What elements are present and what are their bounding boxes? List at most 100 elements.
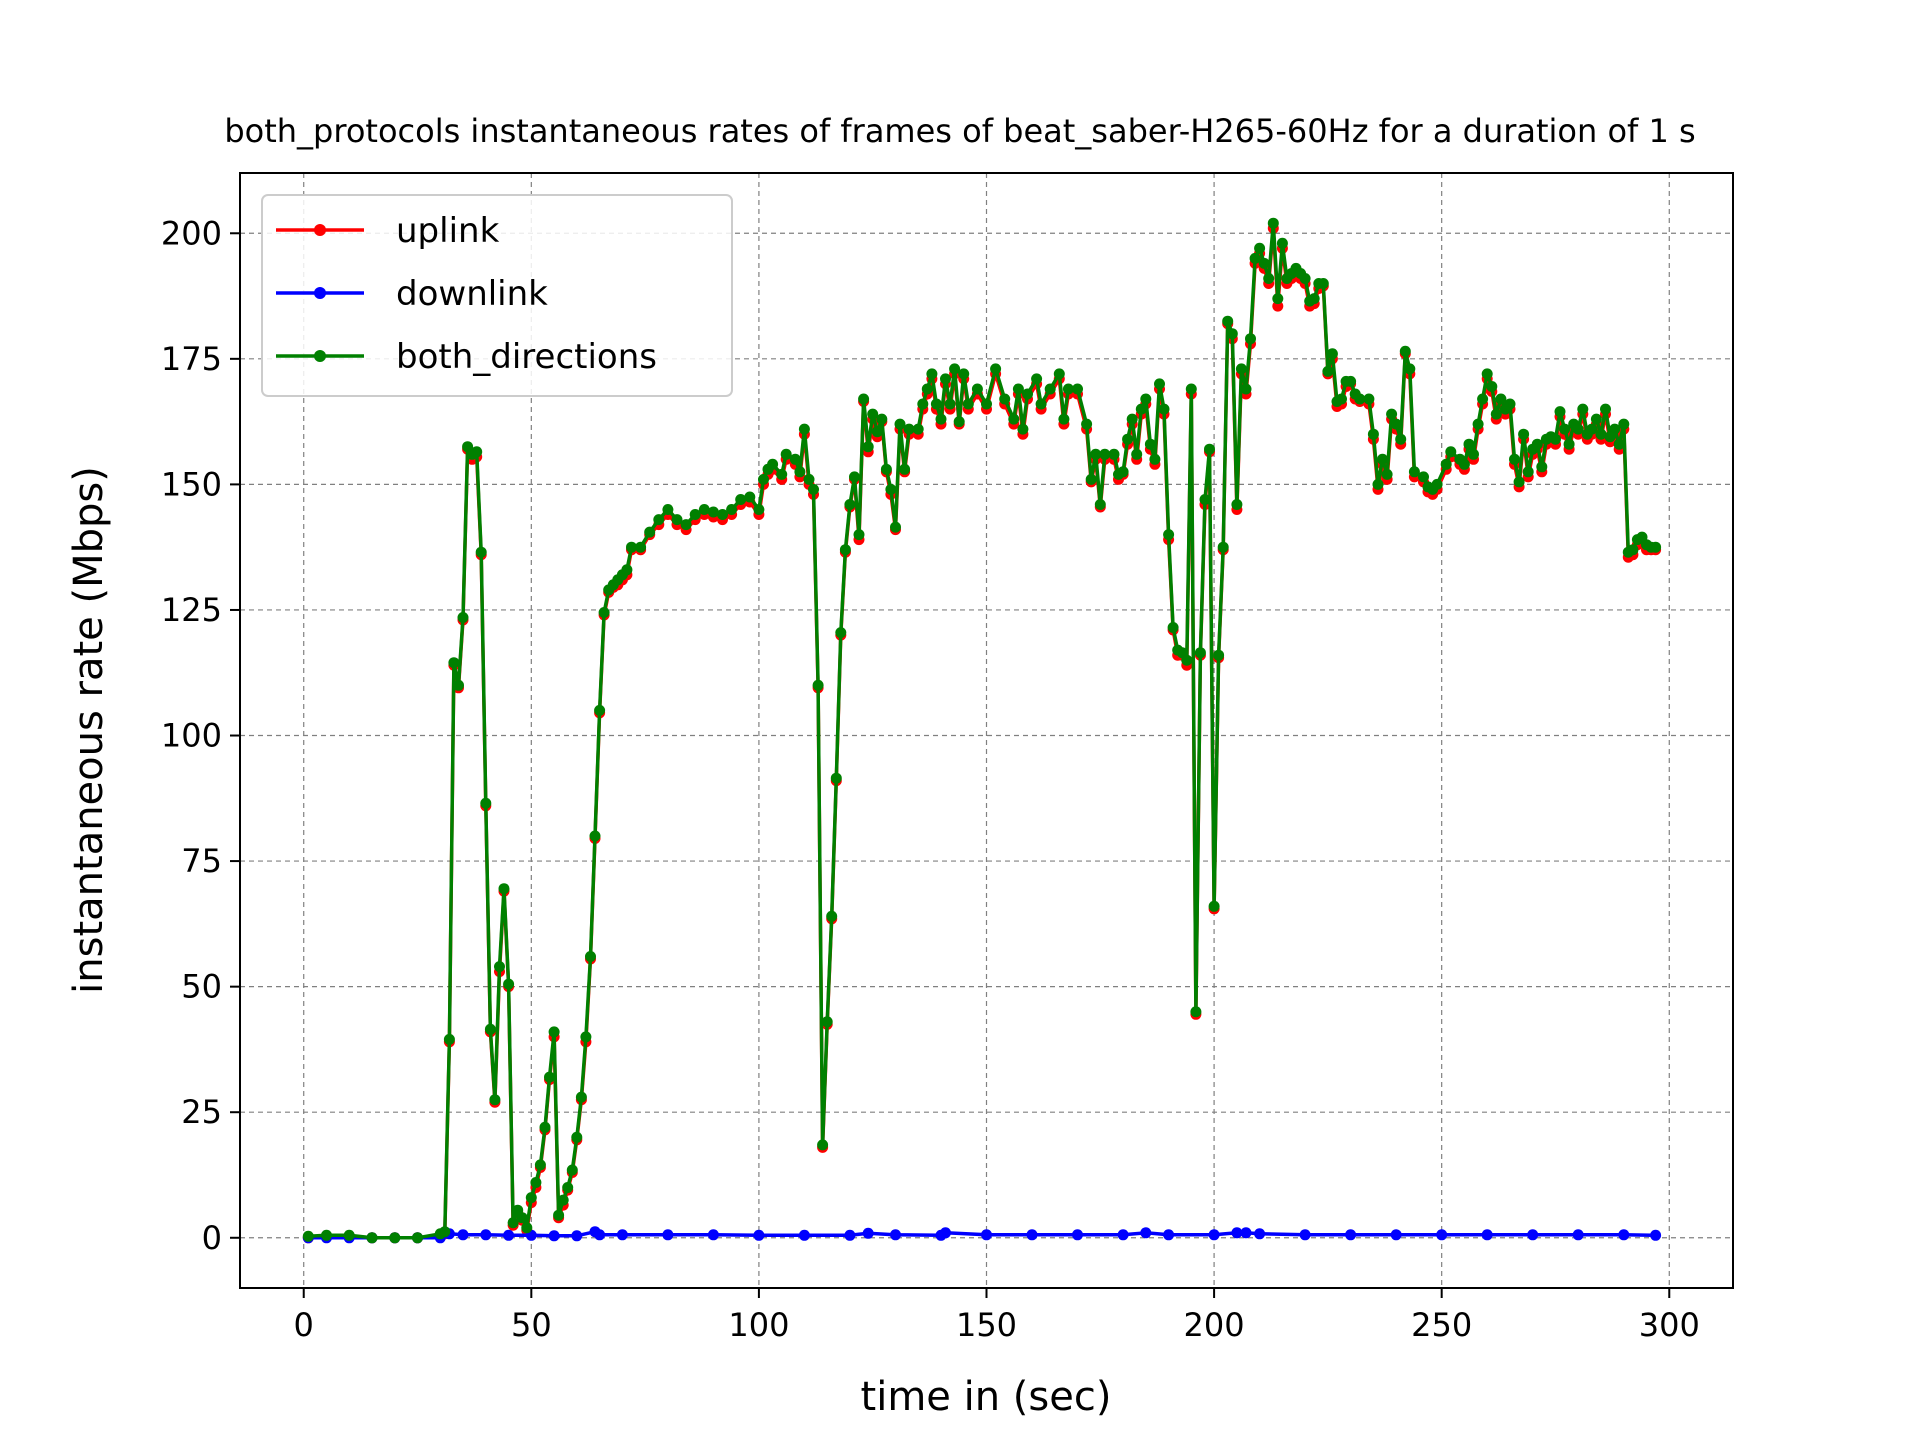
both_directions-point <box>1477 393 1489 405</box>
both_directions-point <box>1559 423 1571 435</box>
both_directions-point <box>525 1192 537 1204</box>
downlink-point <box>548 1230 560 1242</box>
x-tick-label: 0 <box>294 1306 314 1344</box>
both_directions-point <box>1044 383 1056 395</box>
both_directions-point <box>1190 1006 1202 1018</box>
y-tick-label: 150 <box>161 465 222 503</box>
both_directions-point <box>1008 413 1020 425</box>
both_directions-point <box>566 1164 578 1176</box>
both_directions-point <box>812 679 824 691</box>
downlink-point <box>1299 1229 1311 1241</box>
both_directions-point <box>1053 368 1065 380</box>
both_directions-point <box>1249 252 1261 264</box>
both_directions-point <box>930 398 942 410</box>
legend-item-uplink: uplink <box>276 211 500 251</box>
both_directions-point <box>443 1033 455 1045</box>
both_directions-point <box>839 544 851 556</box>
both_directions-point <box>1254 242 1266 254</box>
y-tick-label: 25 <box>181 1093 222 1131</box>
y-tick-label: 75 <box>181 842 222 880</box>
both_directions-point <box>735 494 747 505</box>
both_directions-point <box>1226 328 1238 340</box>
both_directions-point <box>707 506 719 518</box>
x-tick-label: 250 <box>1411 1306 1472 1344</box>
both_directions-point <box>758 473 769 485</box>
both_directions-point <box>1245 333 1256 345</box>
downlink-point <box>1072 1229 1083 1241</box>
both_directions-point <box>484 1023 496 1035</box>
series-downlink <box>302 1226 1662 1244</box>
both_directions-point <box>958 368 970 380</box>
downlink-point <box>940 1227 951 1239</box>
both_directions-point <box>1395 433 1407 445</box>
both_directions-point <box>544 1071 555 1083</box>
both_directions-point <box>849 471 860 483</box>
y-tick-label: 125 <box>161 591 222 629</box>
both_directions-point <box>1317 278 1329 289</box>
both_directions-point <box>1012 383 1024 395</box>
both_directions-point <box>494 961 505 973</box>
both_directions-point <box>1126 413 1138 425</box>
both_directions-point <box>448 657 460 669</box>
legend-items: uplink downlink both_directions <box>276 211 657 377</box>
downlink-point <box>1140 1227 1152 1239</box>
both_directions-point <box>1140 393 1152 405</box>
both_directions-point <box>867 408 879 420</box>
both_directions-point <box>1181 654 1193 666</box>
both_directions-point <box>858 393 870 405</box>
both_directions-point <box>1613 438 1625 450</box>
both_directions-point <box>1408 466 1420 478</box>
both_directions-point <box>621 564 633 576</box>
both_directions-point <box>1372 478 1384 490</box>
both_directions-point <box>1058 413 1070 425</box>
both_directions-point <box>921 383 933 395</box>
x-tick-label: 50 <box>511 1306 552 1344</box>
both_directions-point <box>1117 466 1129 478</box>
both_directions-point <box>917 398 929 410</box>
both_directions-point <box>662 504 674 515</box>
both_directions-point <box>1135 403 1147 415</box>
both_directions-point <box>1536 461 1548 473</box>
both_directions-point <box>1235 363 1247 375</box>
both_directions-point <box>680 519 692 531</box>
both_directions-point <box>1144 438 1156 450</box>
legend: uplink downlink both_directions <box>261 194 733 397</box>
x-axis-label: time in (sec) <box>861 1374 1112 1420</box>
both_directions-point <box>1062 383 1074 395</box>
both_directions-point <box>1367 428 1379 440</box>
both_directions-point <box>475 546 487 558</box>
both_directions-point <box>598 607 610 618</box>
downlink-point <box>1390 1229 1402 1241</box>
both_directions-point <box>744 491 756 503</box>
both_directions-point <box>366 1232 378 1244</box>
downlink-point <box>1527 1229 1539 1241</box>
both_directions-point <box>516 1212 528 1224</box>
both_directions-point <box>1204 443 1215 455</box>
both_directions-point <box>539 1121 551 1133</box>
both_directions-point <box>1258 257 1270 269</box>
both_directions-point <box>1563 438 1575 450</box>
both_directions-point <box>1399 345 1411 357</box>
both_directions-point <box>844 499 856 510</box>
both_directions-point <box>671 514 683 526</box>
both_directions-point <box>789 453 801 465</box>
downlink-point <box>1254 1228 1266 1240</box>
both_directions-point <box>1099 448 1111 460</box>
both_directions-point <box>439 1226 451 1238</box>
downlink-point <box>457 1229 469 1241</box>
both_directions-point <box>557 1194 569 1206</box>
legend-label: uplink <box>396 211 500 251</box>
downlink-point <box>707 1229 719 1241</box>
both_directions-point <box>1463 438 1475 450</box>
both_directions-point <box>1322 365 1334 377</box>
both_directions-point <box>971 383 983 395</box>
both_directions-point <box>1458 458 1470 470</box>
downlink-point <box>1436 1229 1448 1241</box>
both_directions-point <box>1468 448 1479 460</box>
both_directions-point <box>1531 438 1543 450</box>
both_directions-point <box>1213 649 1225 661</box>
both_directions-point <box>1386 408 1398 420</box>
both_directions-point <box>589 830 601 842</box>
x-tick-label: 100 <box>728 1306 789 1344</box>
both_directions-point <box>817 1139 829 1151</box>
